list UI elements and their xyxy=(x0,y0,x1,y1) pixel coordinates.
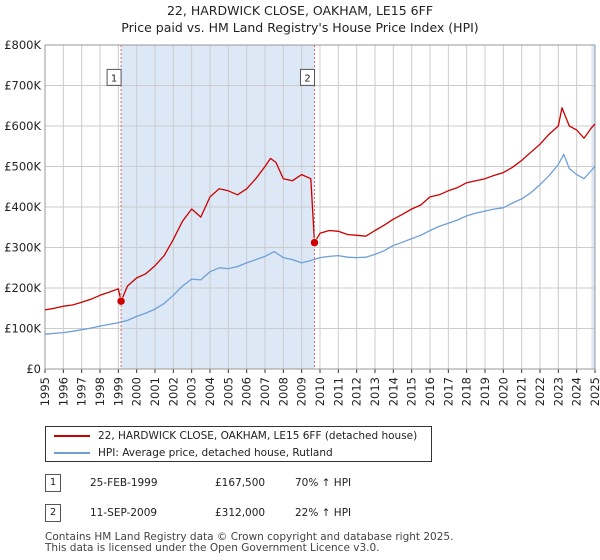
y-tick-label: £200K xyxy=(4,281,41,295)
footer-licence: This data is licensed under the Open Gov… xyxy=(45,542,380,554)
sale-row-1: 1 25-FEB-1999 £167,500 70% ↑ HPI xyxy=(45,473,445,493)
x-tick-label: 2014 xyxy=(386,377,400,406)
x-tick-label: 2024 xyxy=(570,377,584,406)
y-tick-label: £500K xyxy=(4,160,41,174)
x-tick-label: 2025 xyxy=(588,377,600,406)
x-tick-label: 2002 xyxy=(166,377,180,406)
sale-price: £312,000 xyxy=(215,507,266,519)
x-tick-label: 2023 xyxy=(551,377,565,406)
x-tick-label: 1999 xyxy=(111,377,125,406)
x-tick-label: 2000 xyxy=(130,377,144,406)
x-tick-label: 2009 xyxy=(295,377,309,406)
x-tick-label: 2015 xyxy=(405,377,419,406)
x-tick-label: 2012 xyxy=(350,377,364,406)
sale-date: 11-SEP-2009 xyxy=(90,507,158,519)
sale-hpi-change: 70% ↑ HPI xyxy=(295,477,352,489)
x-tick-label: 1997 xyxy=(75,377,89,406)
x-tick-label: 2018 xyxy=(460,377,474,406)
x-tick-label: 2020 xyxy=(496,377,510,406)
y-tick-label: £100K xyxy=(4,322,41,336)
y-tick-label: £400K xyxy=(4,200,41,214)
series-line-hpi xyxy=(44,153,596,335)
sale-hpi-change: 22% ↑ HPI xyxy=(295,507,352,519)
legend-item-hpi: HPI: Average price, detached house, Rutl… xyxy=(54,445,424,461)
legend-label-price: 22, HARDWICK CLOSE, OAKHAM, LE15 6FF (de… xyxy=(98,430,418,442)
sale-label-box xyxy=(300,68,315,86)
legend: 22, HARDWICK CLOSE, OAKHAM, LE15 6FF (de… xyxy=(45,426,432,462)
sale-badge: 1 xyxy=(45,474,61,492)
legend-item-price: 22, HARDWICK CLOSE, OAKHAM, LE15 6FF (de… xyxy=(54,428,424,444)
sale-label: 1 xyxy=(111,73,117,84)
y-tick-label: £800K xyxy=(4,38,41,52)
legend-swatch-price xyxy=(54,435,90,437)
x-tick-label: 2003 xyxy=(185,377,199,406)
y-tick-label: £700K xyxy=(4,79,41,93)
sale-point xyxy=(116,296,126,306)
sale-date: 25-FEB-1999 xyxy=(90,477,158,489)
y-tick-label: £600K xyxy=(4,119,41,133)
y-tick-label: £300K xyxy=(4,241,41,255)
x-tick-label: 2008 xyxy=(276,377,290,406)
x-tick-label: 1995 xyxy=(38,377,52,406)
x-tick-label: 2001 xyxy=(148,377,162,406)
chart-title: 22, HARDWICK CLOSE, OAKHAM, LE15 6FF xyxy=(166,3,434,18)
x-tick-label: 2005 xyxy=(221,377,235,406)
x-tick-label: 1996 xyxy=(56,377,70,406)
sale-point xyxy=(310,238,319,247)
legend-label-hpi: HPI: Average price, detached house, Rutl… xyxy=(98,447,333,459)
sale-row-2: 2 11-SEP-2009 £312,000 22% ↑ HPI xyxy=(45,503,445,523)
plot-frame xyxy=(44,44,596,370)
sale-badge: 2 xyxy=(45,504,61,522)
x-tick-label: 2004 xyxy=(203,377,217,406)
x-tick-label: 2006 xyxy=(240,377,254,406)
legend-swatch-hpi xyxy=(54,452,90,454)
x-tick-label: 2011 xyxy=(331,377,345,406)
sale-price: £167,500 xyxy=(215,477,266,489)
series-line-price xyxy=(44,107,596,311)
chart-subtitle: Price paid vs. HM Land Registry's House … xyxy=(121,20,479,35)
x-tick-label: 2010 xyxy=(313,377,327,406)
price-chart: £0 £100K £200K £300K £400K £500K £600K £700K £80… xyxy=(4,38,600,406)
x-tick-label: 2017 xyxy=(441,377,455,406)
x-tick-label: 2007 xyxy=(258,377,272,406)
sale-label-box xyxy=(106,68,122,86)
footer-copyright: Contains HM Land Registry data © Crown c… xyxy=(45,531,454,543)
sale-label: 2 xyxy=(304,73,310,84)
x-tick-label: 2022 xyxy=(533,377,547,406)
x-tick-label: 2016 xyxy=(423,377,437,406)
y-tick-label: £0 xyxy=(26,362,41,376)
x-tick-label: 2019 xyxy=(478,377,492,406)
x-tick-label: 1998 xyxy=(93,377,107,406)
x-tick-label: 2021 xyxy=(515,377,529,406)
x-tick-label: 2013 xyxy=(368,377,382,406)
